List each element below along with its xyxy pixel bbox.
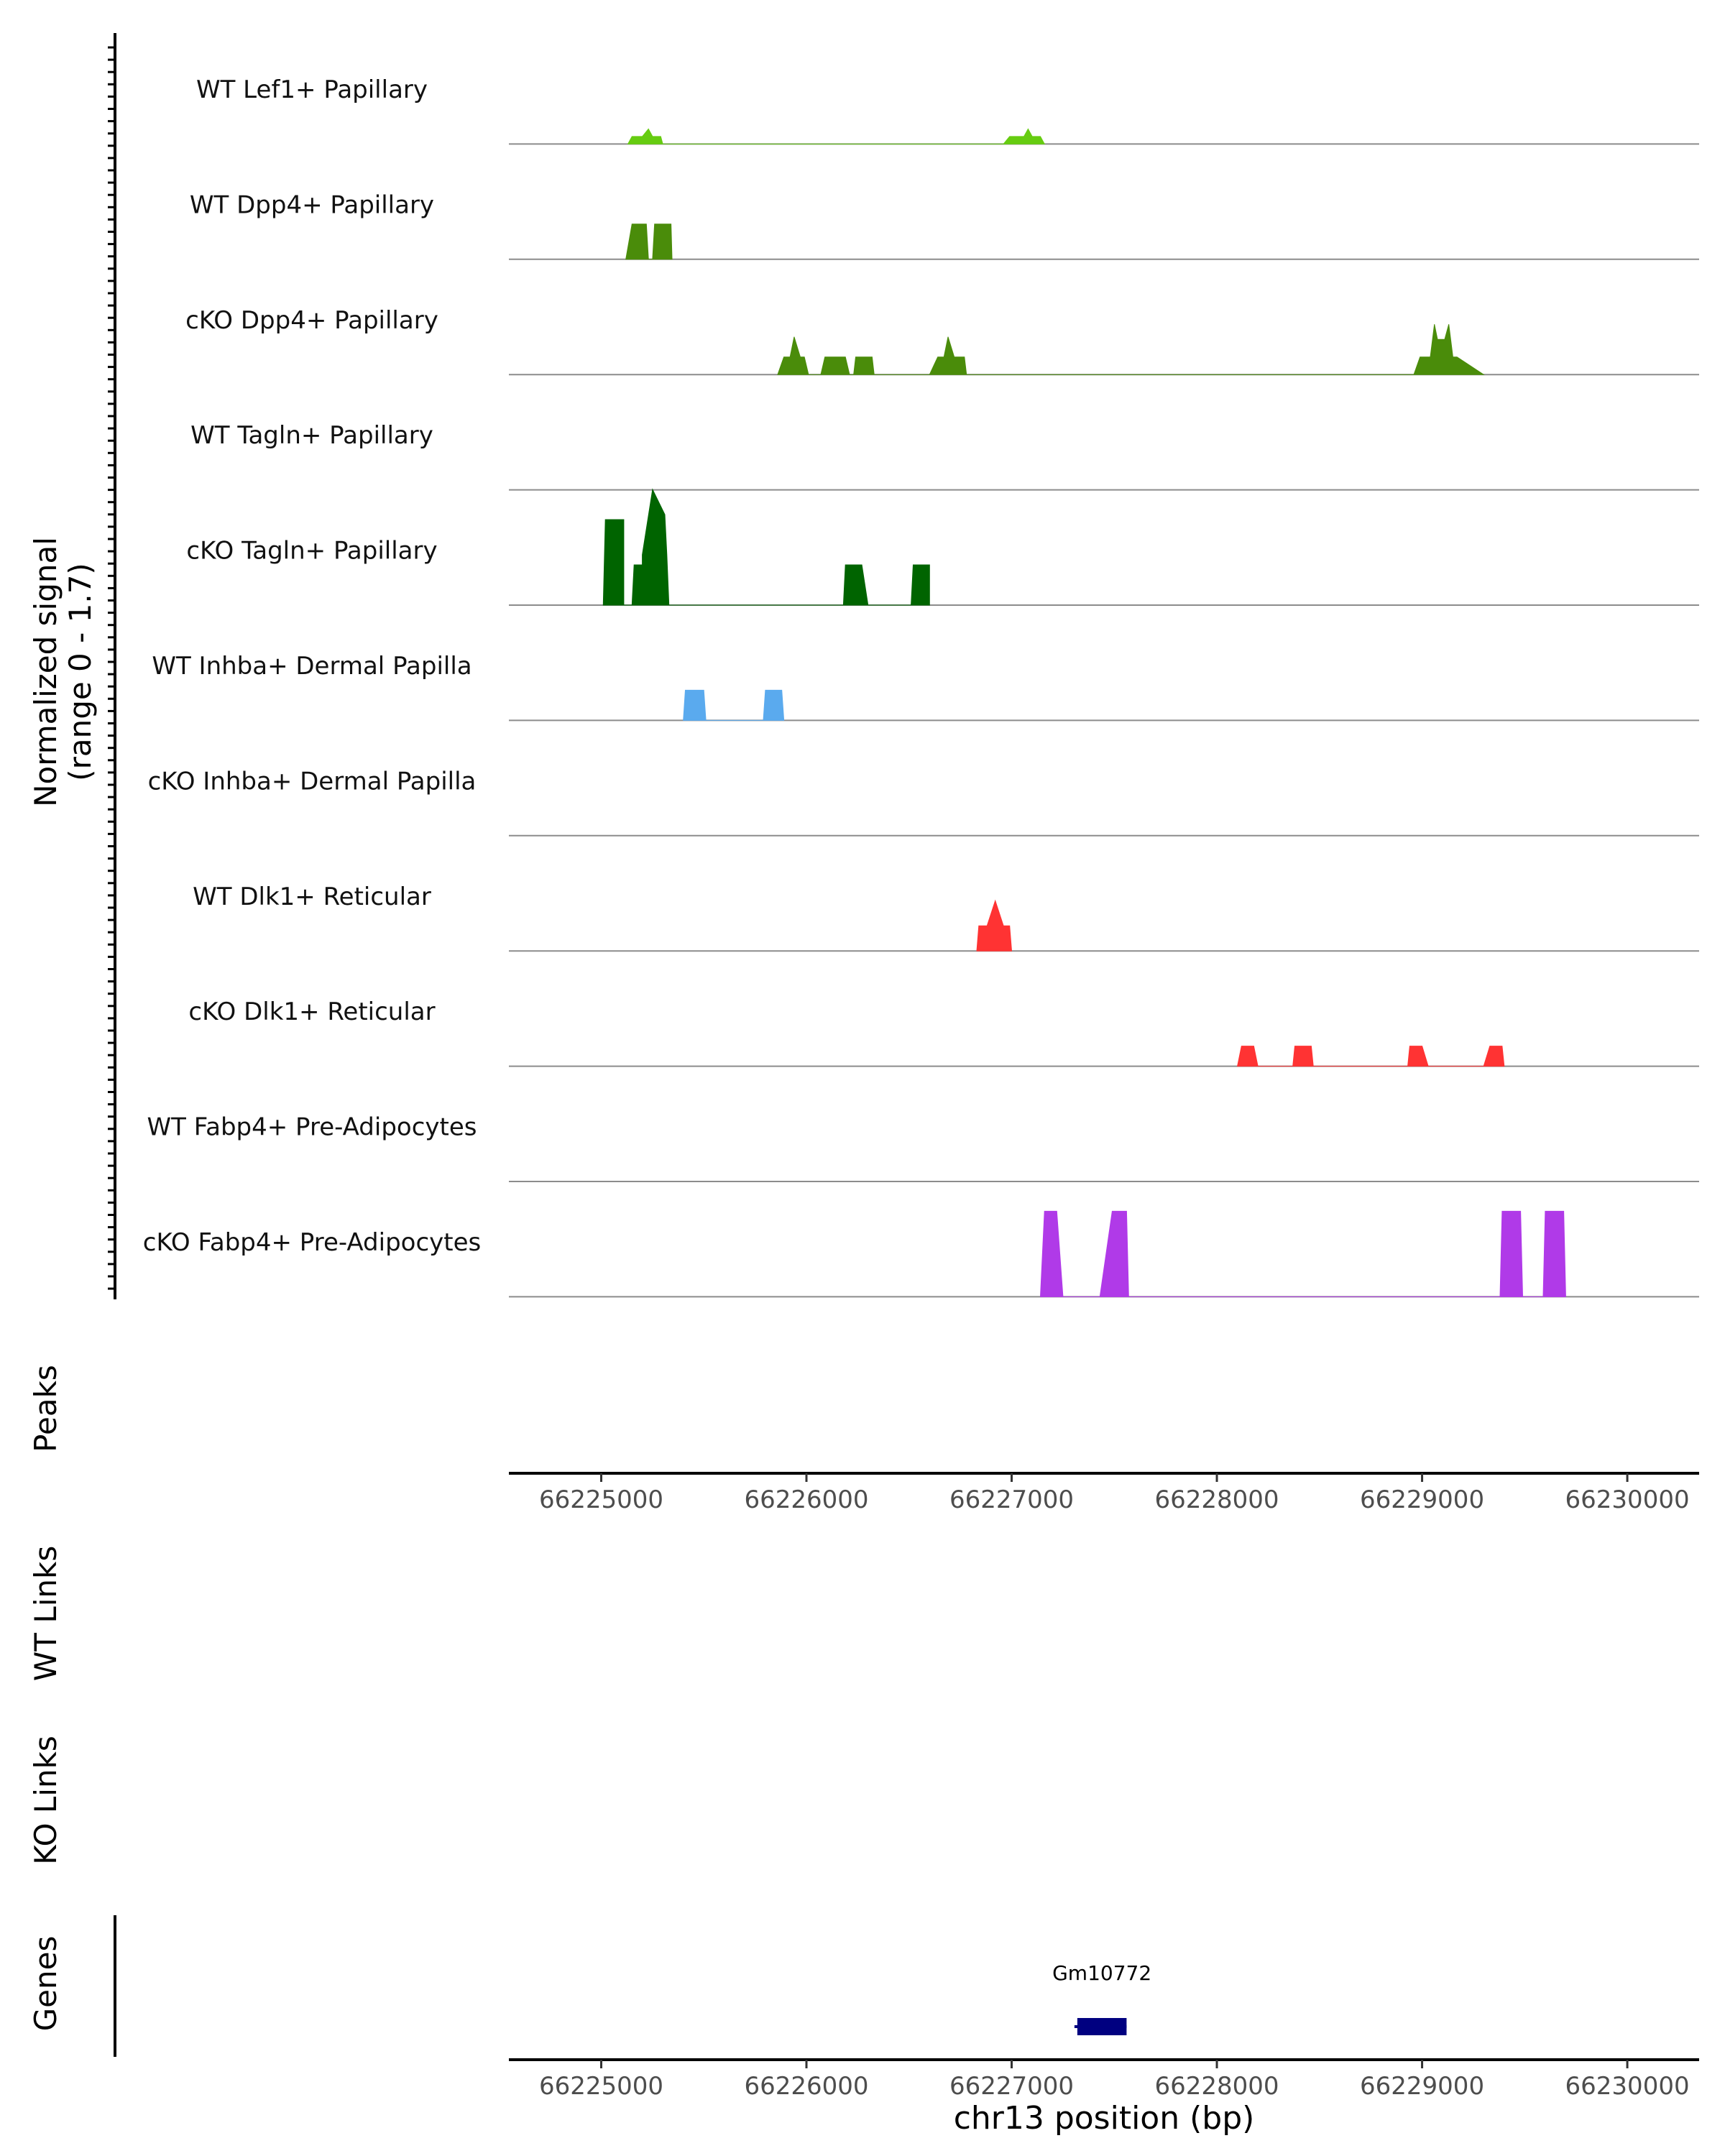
track-wt-lef1-papillary: WT Lef1+ Papillary <box>196 75 1699 145</box>
x-tick-label: 66227000 <box>949 2072 1074 2101</box>
x-tick-label: 66226000 <box>744 1485 868 1514</box>
peaks-track-label: Peaks <box>28 1365 63 1452</box>
coverage-area <box>976 899 1013 952</box>
track-label: WT Fabp4+ Pre-Adipocytes <box>147 1113 477 1142</box>
track-wt-tagln-papillary: WT Tagln+ Papillary <box>190 421 1699 491</box>
track-cko-fabp4-pre-adipocytes: cKO Fabp4+ Pre-Adipocytes <box>143 1210 1699 1298</box>
track-cko-dpp4-papillary: cKO Dpp4+ Papillary <box>185 306 1699 376</box>
x-tick-label: 66229000 <box>1360 2072 1484 2101</box>
x-tick-label: 66229000 <box>1360 1485 1484 1514</box>
y-axis-label: Normalized signal <box>28 537 63 807</box>
coverage-area <box>1236 1046 1505 1067</box>
track-label: WT Dpp4+ Papillary <box>190 190 434 219</box>
gene-gm10772: Gm10772 <box>1052 1961 1151 2035</box>
track-label: cKO Dpp4+ Papillary <box>185 306 438 335</box>
x-tick-label: 66227000 <box>949 1485 1074 1514</box>
gene-label: Gm10772 <box>1052 1961 1151 1985</box>
track-label: WT Tagln+ Papillary <box>190 421 433 450</box>
genes-track-label: Genes <box>28 1936 63 2032</box>
x-tick-label: 66230000 <box>1565 1485 1690 1514</box>
coverage-area <box>1039 1210 1566 1297</box>
track-label: cKO Fabp4+ Pre-Adipocytes <box>143 1228 482 1257</box>
y-axis-range-label: (range 0 - 1.7) <box>63 563 98 781</box>
x-tick-label: 66226000 <box>744 2072 868 2101</box>
peaks-x-axis: 66225000 66226000 66227000 66228000 66229000… <box>539 1473 1690 1514</box>
coverage-tracks: WT Lef1+ Papillary WT Dpp4+ Papillary cKO … <box>143 75 1699 1298</box>
coverage-area <box>627 128 1046 144</box>
coverage-y-ticks <box>108 46 115 1290</box>
coverage-area <box>625 224 673 260</box>
ko-links-track-label: KO Links <box>28 1736 63 1865</box>
track-label: cKO Inhba+ Dermal Papilla <box>148 767 477 796</box>
coverage-area <box>683 689 785 721</box>
track-label: WT Inhba+ Dermal Papilla <box>152 652 472 681</box>
track-label: cKO Tagln+ Papillary <box>186 537 437 566</box>
x-axis-label: chr13 position (bp) <box>954 2100 1255 2137</box>
coverage-y-axis <box>108 33 116 1299</box>
x-tick-label: 66225000 <box>539 2072 663 2101</box>
track-label: WT Dlk1+ Reticular <box>193 883 431 911</box>
x-tick-label: 66230000 <box>1565 2072 1690 2101</box>
track-label: cKO Dlk1+ Reticular <box>188 998 435 1026</box>
track-cko-dlk1-reticular: cKO Dlk1+ Reticular <box>188 998 1699 1067</box>
track-cko-inhba-dermal-papilla: cKO Inhba+ Dermal Papilla <box>148 767 1699 837</box>
gene-models: Gm10772 <box>1052 1961 1151 2035</box>
track-cko-tagln-papillary: cKO Tagln+ Papillary <box>186 488 1699 606</box>
track-wt-fabp4-pre-adipocytes: WT Fabp4+ Pre-Adipocytes <box>147 1113 1699 1182</box>
wt-links-track-label: WT Links <box>28 1546 63 1681</box>
track-label: WT Lef1+ Papillary <box>196 75 428 104</box>
track-wt-dlk1-reticular: WT Dlk1+ Reticular <box>193 883 1699 952</box>
coverage-area <box>777 324 1485 375</box>
x-tick-label: 66228000 <box>1155 2072 1279 2101</box>
genes-x-axis: 66225000 66226000 66227000 66228000 66229000… <box>539 2060 1690 2101</box>
x-tick-label: 66225000 <box>539 1485 663 1514</box>
track-wt-dpp4-papillary: WT Dpp4+ Papillary <box>190 190 1699 260</box>
track-wt-inhba-dermal-papilla: WT Inhba+ Dermal Papilla <box>152 652 1699 722</box>
x-tick-label: 66228000 <box>1155 1485 1279 1514</box>
coverage-area <box>602 488 930 606</box>
